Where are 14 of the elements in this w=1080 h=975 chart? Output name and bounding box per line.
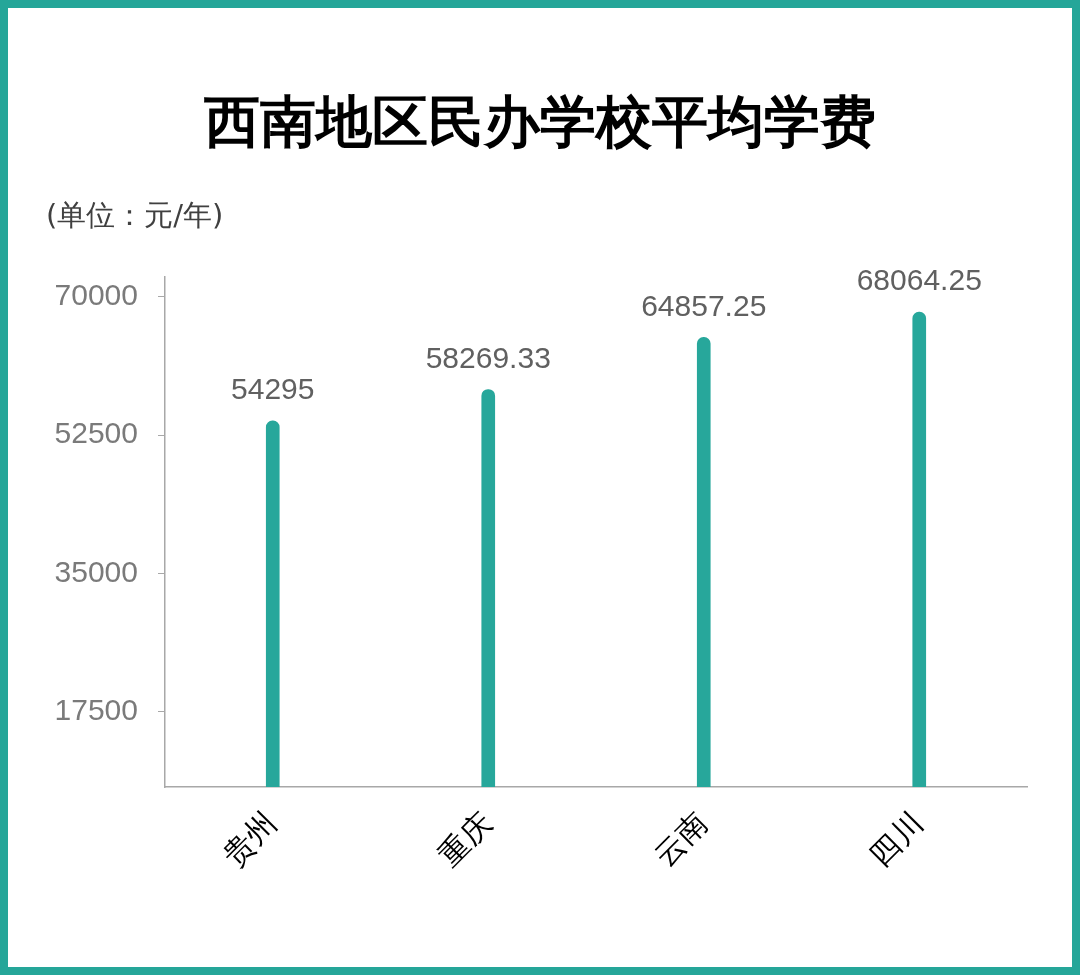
- x-tick-label: 云南: [647, 805, 715, 873]
- y-tick-label: 35000: [54, 554, 138, 588]
- x-tick-label: 四川: [862, 805, 930, 873]
- x-tick-label: 重庆: [431, 805, 499, 873]
- data-label: 54295: [231, 372, 315, 406]
- data-label: 68064.25: [856, 263, 982, 297]
- x-tick-label: 贵州: [216, 805, 284, 873]
- y-tick-label: 70000: [54, 278, 138, 312]
- data-label: 64857.25: [641, 288, 767, 322]
- chart-title: 西南地区民办学校平均学费: [203, 88, 877, 156]
- y-tick-label: 17500: [54, 693, 138, 727]
- data-label: 58269.33: [425, 340, 551, 374]
- y-axis-title: (单位：元/年): [46, 198, 224, 233]
- y-tick-label: 52500: [54, 416, 138, 450]
